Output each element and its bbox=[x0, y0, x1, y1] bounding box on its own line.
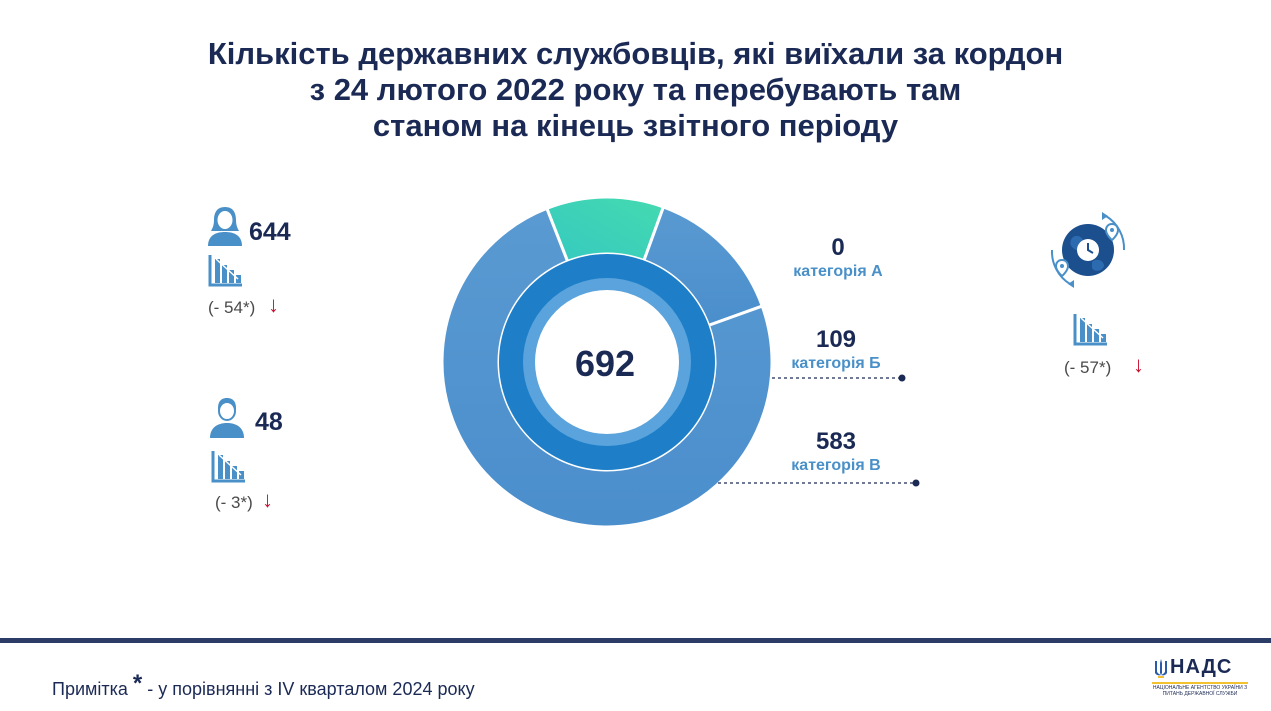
category-b-name: категорія Б bbox=[791, 355, 881, 372]
leader-dot-b bbox=[898, 374, 906, 382]
nads-logo: НАДС НАЦІОНАЛЬНЕ АГЕНТСТВО УКРАЇНИ З ПИТ… bbox=[1150, 656, 1250, 706]
bar-chart-down-icon bbox=[208, 255, 242, 287]
down-arrow-icon: ↓ bbox=[268, 292, 279, 317]
category-b-value: 109 bbox=[815, 326, 857, 353]
category-c-label: 583 категорія В bbox=[776, 428, 896, 476]
men-delta: (- 3*) bbox=[215, 493, 253, 512]
chart-title: Кількість державних службовців, які виїх… bbox=[0, 36, 1271, 144]
logo-text: НАДС bbox=[1170, 656, 1233, 678]
footnote-text: - у порівнянні з IV кварталом 2024 року bbox=[142, 679, 475, 699]
title-line-2: з 24 лютого 2022 року та перебувають там bbox=[309, 72, 962, 107]
women-delta: (- 54*) bbox=[208, 298, 256, 317]
women-count: 644 bbox=[249, 218, 291, 246]
footer-divider bbox=[0, 638, 1271, 643]
category-a-value: 0 bbox=[831, 234, 845, 261]
title-line-3: станом на кінець звітного періоду bbox=[372, 108, 899, 143]
bar-chart-down-icon bbox=[1073, 314, 1107, 346]
bar-chart-down-icon bbox=[211, 451, 245, 483]
woman-icon bbox=[208, 207, 242, 246]
globe-clock-icon bbox=[1050, 212, 1126, 288]
man-icon bbox=[210, 398, 244, 438]
footnote: Примітка * - у порівнянні з IV кварталом… bbox=[52, 670, 475, 700]
donut-chart: 692 bbox=[440, 195, 920, 529]
category-c-value: 583 bbox=[815, 428, 857, 455]
down-arrow-icon: ↓ bbox=[1133, 352, 1144, 377]
total-label: 692 bbox=[575, 343, 635, 384]
category-b-label: 109 категорія Б bbox=[776, 326, 896, 374]
men-count: 48 bbox=[255, 408, 283, 436]
logo-underline bbox=[1152, 682, 1248, 684]
footnote-star: * bbox=[132, 670, 143, 697]
total-delta: (- 57*) bbox=[1064, 358, 1112, 377]
category-a-label: 0 категорія А bbox=[778, 234, 898, 282]
category-a-name: категорія А bbox=[793, 263, 883, 280]
footnote-prefix: Примітка bbox=[52, 679, 128, 699]
leader-dot-c bbox=[912, 479, 920, 487]
trident-icon bbox=[1155, 659, 1167, 678]
inner-ring-center bbox=[535, 290, 679, 434]
category-c-name: категорія В bbox=[791, 457, 881, 474]
title-line-1: Кількість державних службовців, які виїх… bbox=[207, 36, 1064, 71]
down-arrow-icon: ↓ bbox=[262, 487, 273, 512]
logo-subtitle: НАЦІОНАЛЬНЕ АГЕНТСТВО УКРАЇНИ З ПИТАНЬ Д… bbox=[1152, 685, 1248, 697]
